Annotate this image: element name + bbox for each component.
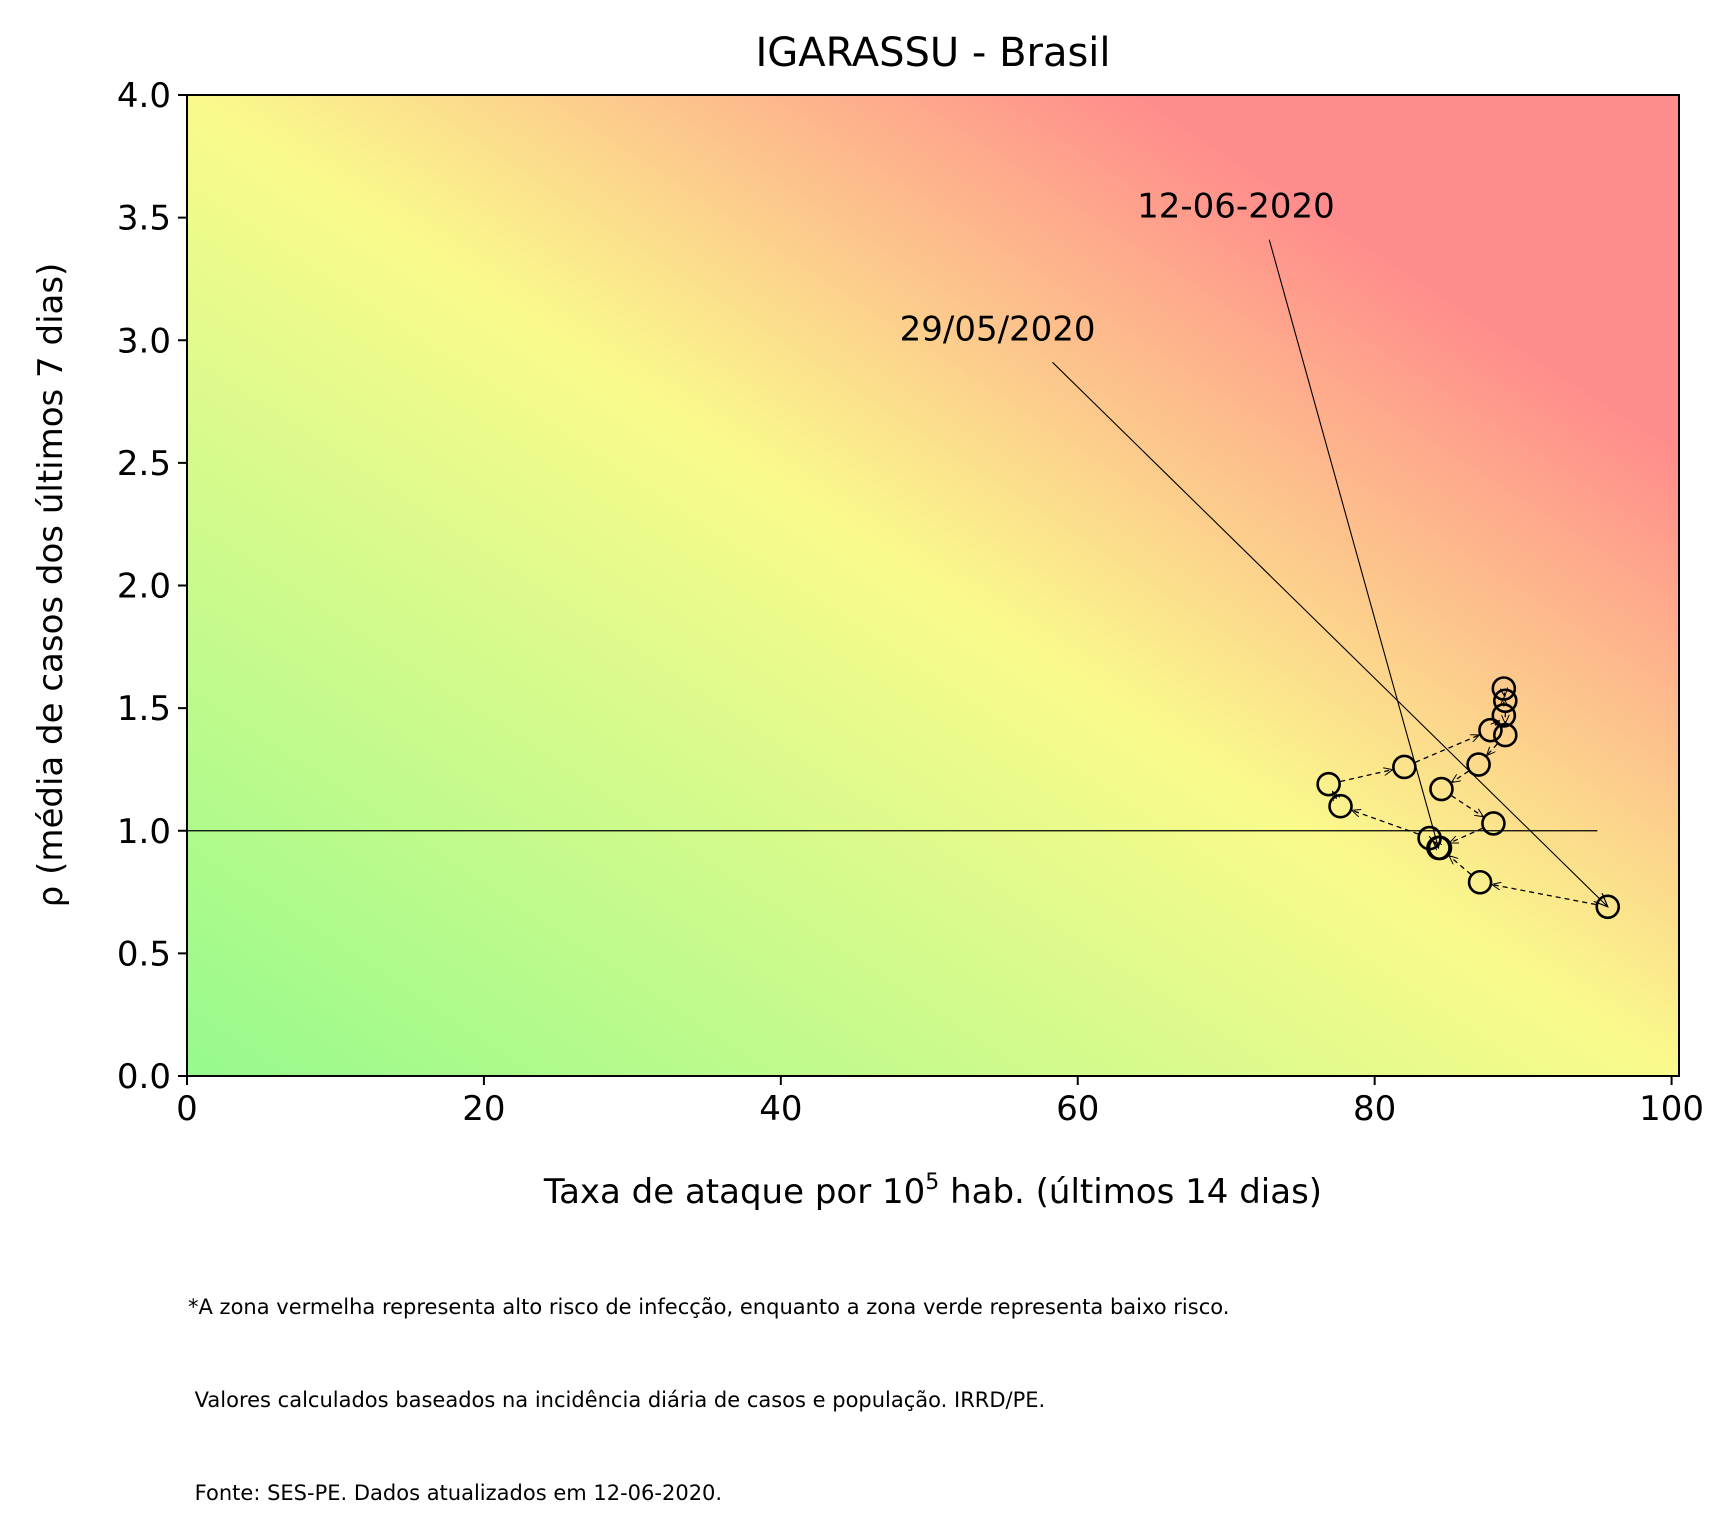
y-tick-label: 1.0 [117, 812, 171, 852]
annotation-label-2: 12-06-2020 [1137, 187, 1335, 227]
footnote-line-1: *A zona vermelha representa alto risco d… [188, 1292, 1229, 1323]
x-tick-label: 20 [462, 1089, 505, 1129]
annotation-label-1: 29/05/2020 [900, 309, 1096, 349]
x-tick-label: 40 [759, 1089, 802, 1129]
y-axis-label: ρ (média de casos dos últimos 7 dias) [31, 263, 71, 908]
chart: IGARASSU - Brasil 29/05/2020 12-06-2020 0… [0, 0, 1736, 1357]
x-tick-label: 80 [1353, 1089, 1396, 1129]
x-axis-label-suffix: hab. (últimos 14 dias) [939, 1172, 1322, 1212]
y-tick-label: 3.5 [117, 199, 171, 239]
plot-background [187, 95, 1679, 1076]
x-axis-label: Taxa de ataque por 105 hab. (últimos 14 … [543, 1170, 1322, 1212]
y-tick-label: 3.0 [117, 321, 171, 361]
footnote-line-3: Fonte: SES-PE. Dados atualizados em 12-0… [188, 1478, 1229, 1509]
y-tick-label: 0.0 [117, 1057, 171, 1097]
y-tick-label: 0.5 [117, 934, 171, 974]
x-tick-label: 60 [1056, 1089, 1099, 1129]
y-tick-label: 2.0 [117, 567, 171, 607]
x-axis-label-prefix: Taxa de ataque por 10 [543, 1172, 925, 1212]
y-tick-label: 4.0 [117, 76, 171, 116]
chart-title: IGARASSU - Brasil [755, 30, 1110, 76]
footnote: *A zona vermelha representa alto risco d… [188, 1230, 1229, 1540]
footnote-line-2: Valores calculados baseados na incidênci… [188, 1385, 1229, 1416]
x-axis-label-sup: 5 [925, 1170, 939, 1195]
x-tick-label: 100 [1639, 1089, 1704, 1129]
y-tick-label: 1.5 [117, 689, 171, 729]
y-tick-label: 2.5 [117, 444, 171, 484]
x-tick-label: 0 [176, 1089, 198, 1129]
